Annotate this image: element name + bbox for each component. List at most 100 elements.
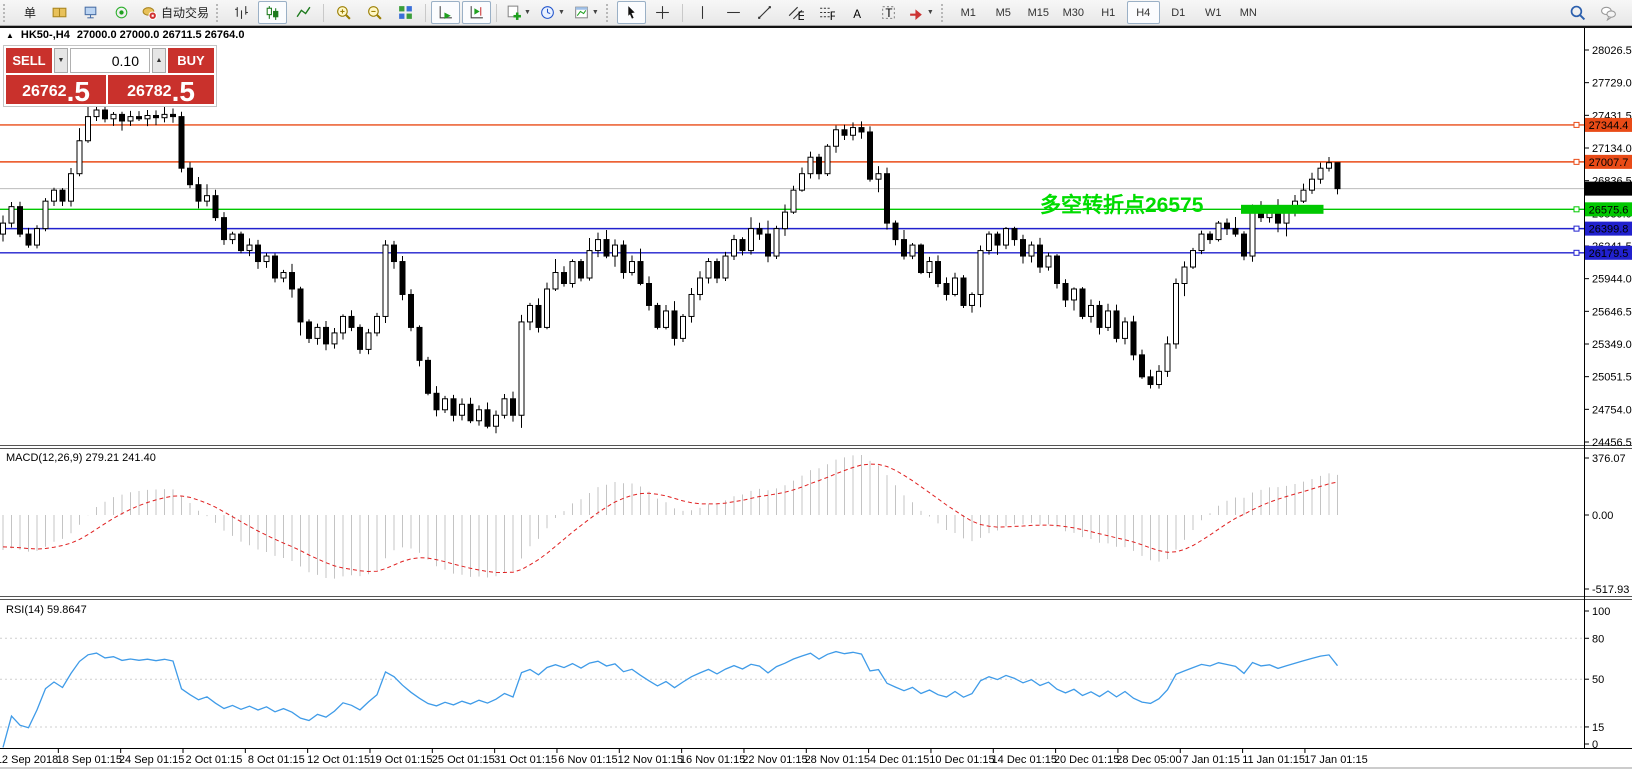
candle-body xyxy=(858,127,865,133)
candle-body xyxy=(569,261,576,284)
candle-body xyxy=(238,233,244,252)
candle-body xyxy=(833,129,839,147)
zoom-out-button[interactable] xyxy=(360,1,389,24)
chart-shift-button[interactable] xyxy=(462,1,492,24)
add-indicator-button[interactable]: ▼ xyxy=(502,1,534,24)
main-chart-pane[interactable] xyxy=(0,28,1584,445)
line-drag-handle[interactable] xyxy=(1573,225,1580,232)
highlight-bar[interactable] xyxy=(1241,204,1324,214)
svg-text:T: T xyxy=(885,7,892,20)
timeframe-h1[interactable]: H1 xyxy=(1101,6,1116,19)
rsi-pane[interactable] xyxy=(0,602,1584,748)
pane-resize-handle[interactable] xyxy=(0,597,1632,599)
timeframe-m15[interactable]: M15 xyxy=(1027,6,1049,19)
pane-resize-handle[interactable] xyxy=(0,446,1632,448)
autotrading-button[interactable]: 自动交易 xyxy=(138,1,212,24)
templates-button[interactable]: ▼ xyxy=(570,1,602,24)
candle-body xyxy=(1011,228,1018,241)
candle-body xyxy=(1249,206,1256,257)
candle-body xyxy=(952,277,958,295)
vertical-line-icon xyxy=(694,4,711,21)
candle-body xyxy=(280,272,287,279)
timeframe-m5[interactable]: M5 xyxy=(995,6,1011,19)
history-center-button[interactable] xyxy=(45,1,74,24)
line-drag-handle[interactable] xyxy=(1573,206,1580,213)
buy-price-button[interactable]: 26782.5 xyxy=(108,75,214,106)
volume-input[interactable]: 0.10 xyxy=(70,48,150,73)
line-drag-handle[interactable] xyxy=(1573,121,1580,128)
channel-button[interactable]: E xyxy=(781,1,810,24)
auto-scroll-icon xyxy=(437,4,454,21)
candle-body xyxy=(671,310,678,339)
rsi-tick-label: 100 xyxy=(1592,606,1610,618)
toolbar-grip[interactable] xyxy=(216,3,222,22)
caret-up-icon: ▲ xyxy=(155,57,163,64)
timeframe-d1[interactable]: D1 xyxy=(1171,6,1186,19)
candle-body xyxy=(1156,370,1162,386)
candle-body xyxy=(1054,255,1060,284)
channel-icon: E xyxy=(787,4,805,23)
chat-button[interactable] xyxy=(1594,1,1623,24)
candlestick-chart-button[interactable] xyxy=(258,1,288,24)
time-axis-label: 6 Nov 01:15 xyxy=(558,754,617,766)
candle-body xyxy=(17,206,23,235)
fibonacci-button[interactable]: F xyxy=(812,1,841,24)
cursor-button[interactable] xyxy=(616,1,646,24)
candle-body xyxy=(85,116,91,142)
autotrading-icon xyxy=(141,4,158,21)
volume-increase-button[interactable]: ▲ xyxy=(152,48,166,73)
sell-price-button[interactable]: 26762.5 xyxy=(6,75,106,106)
candle-body xyxy=(170,113,176,118)
sell-button[interactable]: SELL xyxy=(6,48,52,73)
bar-chart-button[interactable] xyxy=(227,1,256,24)
timeframe-m30[interactable]: M30 xyxy=(1062,6,1084,19)
line-drag-handle[interactable] xyxy=(1573,158,1580,165)
candle-body xyxy=(994,233,1001,246)
timeframe-mn[interactable]: MN xyxy=(1239,6,1257,19)
line-drag-handle[interactable] xyxy=(1573,249,1580,256)
vertical-line-button[interactable] xyxy=(688,1,717,24)
arrows-button[interactable]: ▼ xyxy=(905,1,937,24)
buy-button[interactable]: BUY xyxy=(168,48,214,73)
volume-decrease-button[interactable]: ▼ xyxy=(54,48,68,73)
line-chart-button[interactable] xyxy=(289,1,318,24)
text-button[interactable]: A xyxy=(843,1,872,24)
chart-annotation-text[interactable]: 多空转折点26575 xyxy=(1040,194,1204,217)
new-order-button[interactable]: 单 xyxy=(14,1,43,24)
candle-body xyxy=(331,332,338,345)
text-icon: A xyxy=(849,4,866,21)
candle-body xyxy=(578,261,584,279)
zoom-in-button[interactable] xyxy=(329,1,358,24)
svg-text:A: A xyxy=(853,8,861,21)
timeframe-h4[interactable]: H4 xyxy=(1126,1,1160,24)
candle-body xyxy=(433,392,440,411)
macd-pane[interactable] xyxy=(0,450,1584,595)
label-button[interactable]: T xyxy=(874,1,903,24)
tile-windows-button[interactable] xyxy=(391,1,420,24)
candle-body xyxy=(977,250,984,295)
candle-body xyxy=(1096,304,1103,328)
rsi-indicator-label: RSI(14) 59.8647 xyxy=(6,604,87,616)
periods-icon xyxy=(539,4,556,21)
toolbar-grip[interactable] xyxy=(940,3,947,22)
periods-button[interactable]: ▼ xyxy=(536,1,568,24)
candle-body xyxy=(221,217,227,241)
auto-scroll-button[interactable] xyxy=(431,1,461,24)
horizontal-line-button[interactable] xyxy=(719,1,748,24)
signals-button[interactable] xyxy=(107,1,136,24)
toolbar-grip[interactable] xyxy=(605,3,612,22)
price-tick-label: 24456.5 xyxy=(1592,437,1632,449)
timeframe-m1[interactable]: M1 xyxy=(960,6,976,19)
level-price-label xyxy=(1585,117,1632,132)
market-watch-button[interactable] xyxy=(76,1,105,24)
search-button[interactable] xyxy=(1563,1,1592,24)
trendline-button[interactable] xyxy=(750,1,779,24)
one-click-collapse-toggle[interactable]: ▲ xyxy=(6,30,14,40)
timeframe-w1[interactable]: W1 xyxy=(1205,6,1222,19)
candle-body xyxy=(986,233,992,252)
crosshair-button[interactable] xyxy=(648,1,677,24)
candle-body xyxy=(765,233,771,257)
time-axis-label: 14 Dec 01:15 xyxy=(992,754,1057,766)
toolbar-grip[interactable] xyxy=(3,3,9,22)
